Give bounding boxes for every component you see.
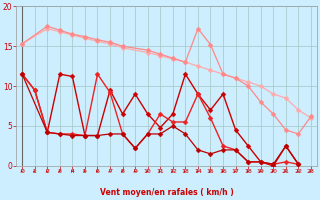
X-axis label: Vent moyen/en rafales ( km/h ): Vent moyen/en rafales ( km/h ) bbox=[100, 188, 233, 197]
